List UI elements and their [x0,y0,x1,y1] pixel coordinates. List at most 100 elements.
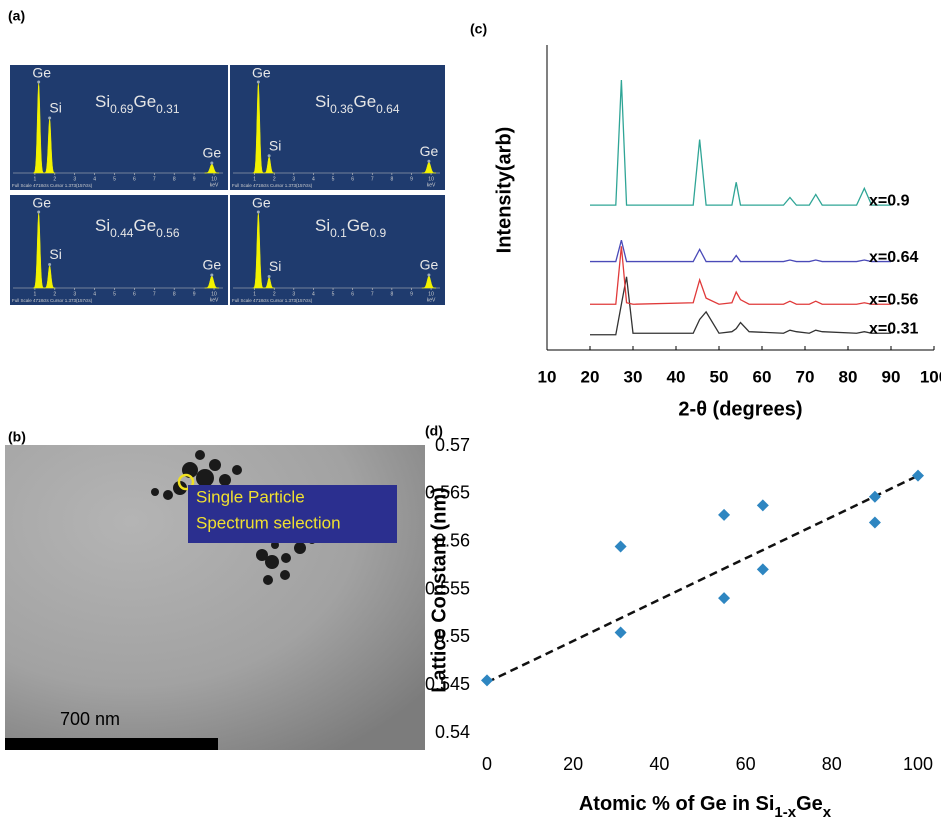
text-part: Atomic % of Ge in Si [579,793,775,815]
peak-marker [257,81,260,84]
text-part: 0.56 [156,226,180,240]
x-tick-label: 2 [273,291,276,297]
x-tick-label: 90 [882,367,901,386]
x-tick-label: 8 [173,176,176,182]
peak-marker [427,160,430,163]
x-tick-label: 20 [581,367,600,386]
data-point [615,540,627,552]
x-tick-label: 1 [253,176,256,182]
x-tick-label: 10 [538,367,557,386]
text-part: 0.31 [156,102,180,116]
data-point [912,470,924,482]
data-point [869,517,881,529]
text-part: Ge [133,92,156,111]
x-tick-label: 9 [410,176,413,182]
x-tick-label: 1 [34,291,37,297]
xrd-trace [590,246,891,304]
x-unit: keV [210,297,219,303]
x-tick-label: 7 [371,291,374,297]
series-label: x=0.31 [869,320,918,337]
x-tick-label: 5 [332,291,335,297]
x-tick-label: 6 [133,291,136,297]
text-part: 0.44 [110,226,134,240]
x-tick-label: 1 [34,176,37,182]
x-tick-label: 6 [351,176,354,182]
x-tick-label: 50 [710,367,729,386]
data-point [718,592,730,604]
x-tick-label: 40 [649,754,669,774]
peak-label: Ge [32,195,51,211]
text-part: Si [315,216,330,235]
scale-bar [5,738,218,750]
peak-label: Ge [32,65,51,81]
data-point [718,509,730,521]
peak-marker [210,162,213,165]
spectrum-panel [230,195,445,305]
x-tick-label: 4 [312,176,315,182]
peak-marker [37,81,40,84]
y-axis-title: Lattice Constant (nm) [428,487,450,693]
text-part: Ge [796,793,823,815]
peak-marker [48,263,51,266]
y-tick-label: 0.57 [435,435,470,455]
data-point [757,499,769,511]
x-tick-label: 2 [53,291,56,297]
spectrum-footer: Full Scale 4718cts Cursor 1.373(157cts) [12,298,93,303]
x-tick-label: 7 [371,176,374,182]
x-tick-label: 20 [563,754,583,774]
micrograph: Single Particle Spectrum selection 700 n… [5,429,425,750]
x-tick-label: 4 [312,291,315,297]
peak-marker [268,154,271,157]
x-tick-label: 9 [193,291,196,297]
peak-label: Ge [202,257,221,273]
x-tick-label: 9 [193,176,196,182]
x-tick-label: 30 [624,367,643,386]
text-part: Si [95,216,110,235]
peak-marker [268,275,271,278]
x-tick-label: 6 [351,291,354,297]
figure: (a) (c) (d) Single Particle Spectrum sel… [0,0,941,828]
peak-label: Ge [420,257,439,273]
peak-marker [37,211,40,214]
x-tick-label: 8 [390,176,393,182]
text-part: Si [95,92,110,111]
text-part: 0.9 [370,226,387,240]
x-tick-label: 5 [113,291,116,297]
data-point [869,491,881,503]
text-part: 0.1 [330,226,347,240]
peak-label: Ge [202,145,221,161]
x-tick-label: 80 [822,754,842,774]
x-tick-label: 1 [253,291,256,297]
peak-marker [210,274,213,277]
x-tick-label: 4 [93,176,96,182]
peak-label: Si [269,258,281,274]
x-tick-label: 0 [482,754,492,774]
x-tick-label: 60 [753,367,772,386]
x-tick-label: 6 [133,176,136,182]
text-part: 0.64 [376,102,400,116]
x-tick-label: 3 [73,176,76,182]
series-label: x=0.64 [869,249,918,266]
x-tick-label: 2 [53,176,56,182]
x-unit: keV [427,297,436,303]
x-tick-label: 7 [153,291,156,297]
series-label: x=0.9 [869,192,910,209]
x-tick-label: 8 [173,291,176,297]
x-tick-label: 2 [273,176,276,182]
x-tick-label: 8 [390,291,393,297]
spectrum-footer: Full Scale 4718cts Cursor 1.373(157cts) [232,298,313,303]
data-point [757,563,769,575]
peak-label: Ge [420,143,439,159]
series-label: x=0.56 [869,291,918,308]
data-point [481,674,493,686]
text-part: Ge [353,92,376,111]
x-axis-title: Atomic % of Ge in Si1-xGex [579,793,832,821]
peak-label: Ge [252,195,271,211]
x-tick-label: 80 [839,367,858,386]
callout-text: Single Particle [196,487,305,506]
x-tick-label: 70 [796,367,815,386]
text-part: Ge [133,216,156,235]
peak-label: Si [269,138,281,154]
text-part: 1-x [774,804,796,821]
x-tick-label: 60 [736,754,756,774]
